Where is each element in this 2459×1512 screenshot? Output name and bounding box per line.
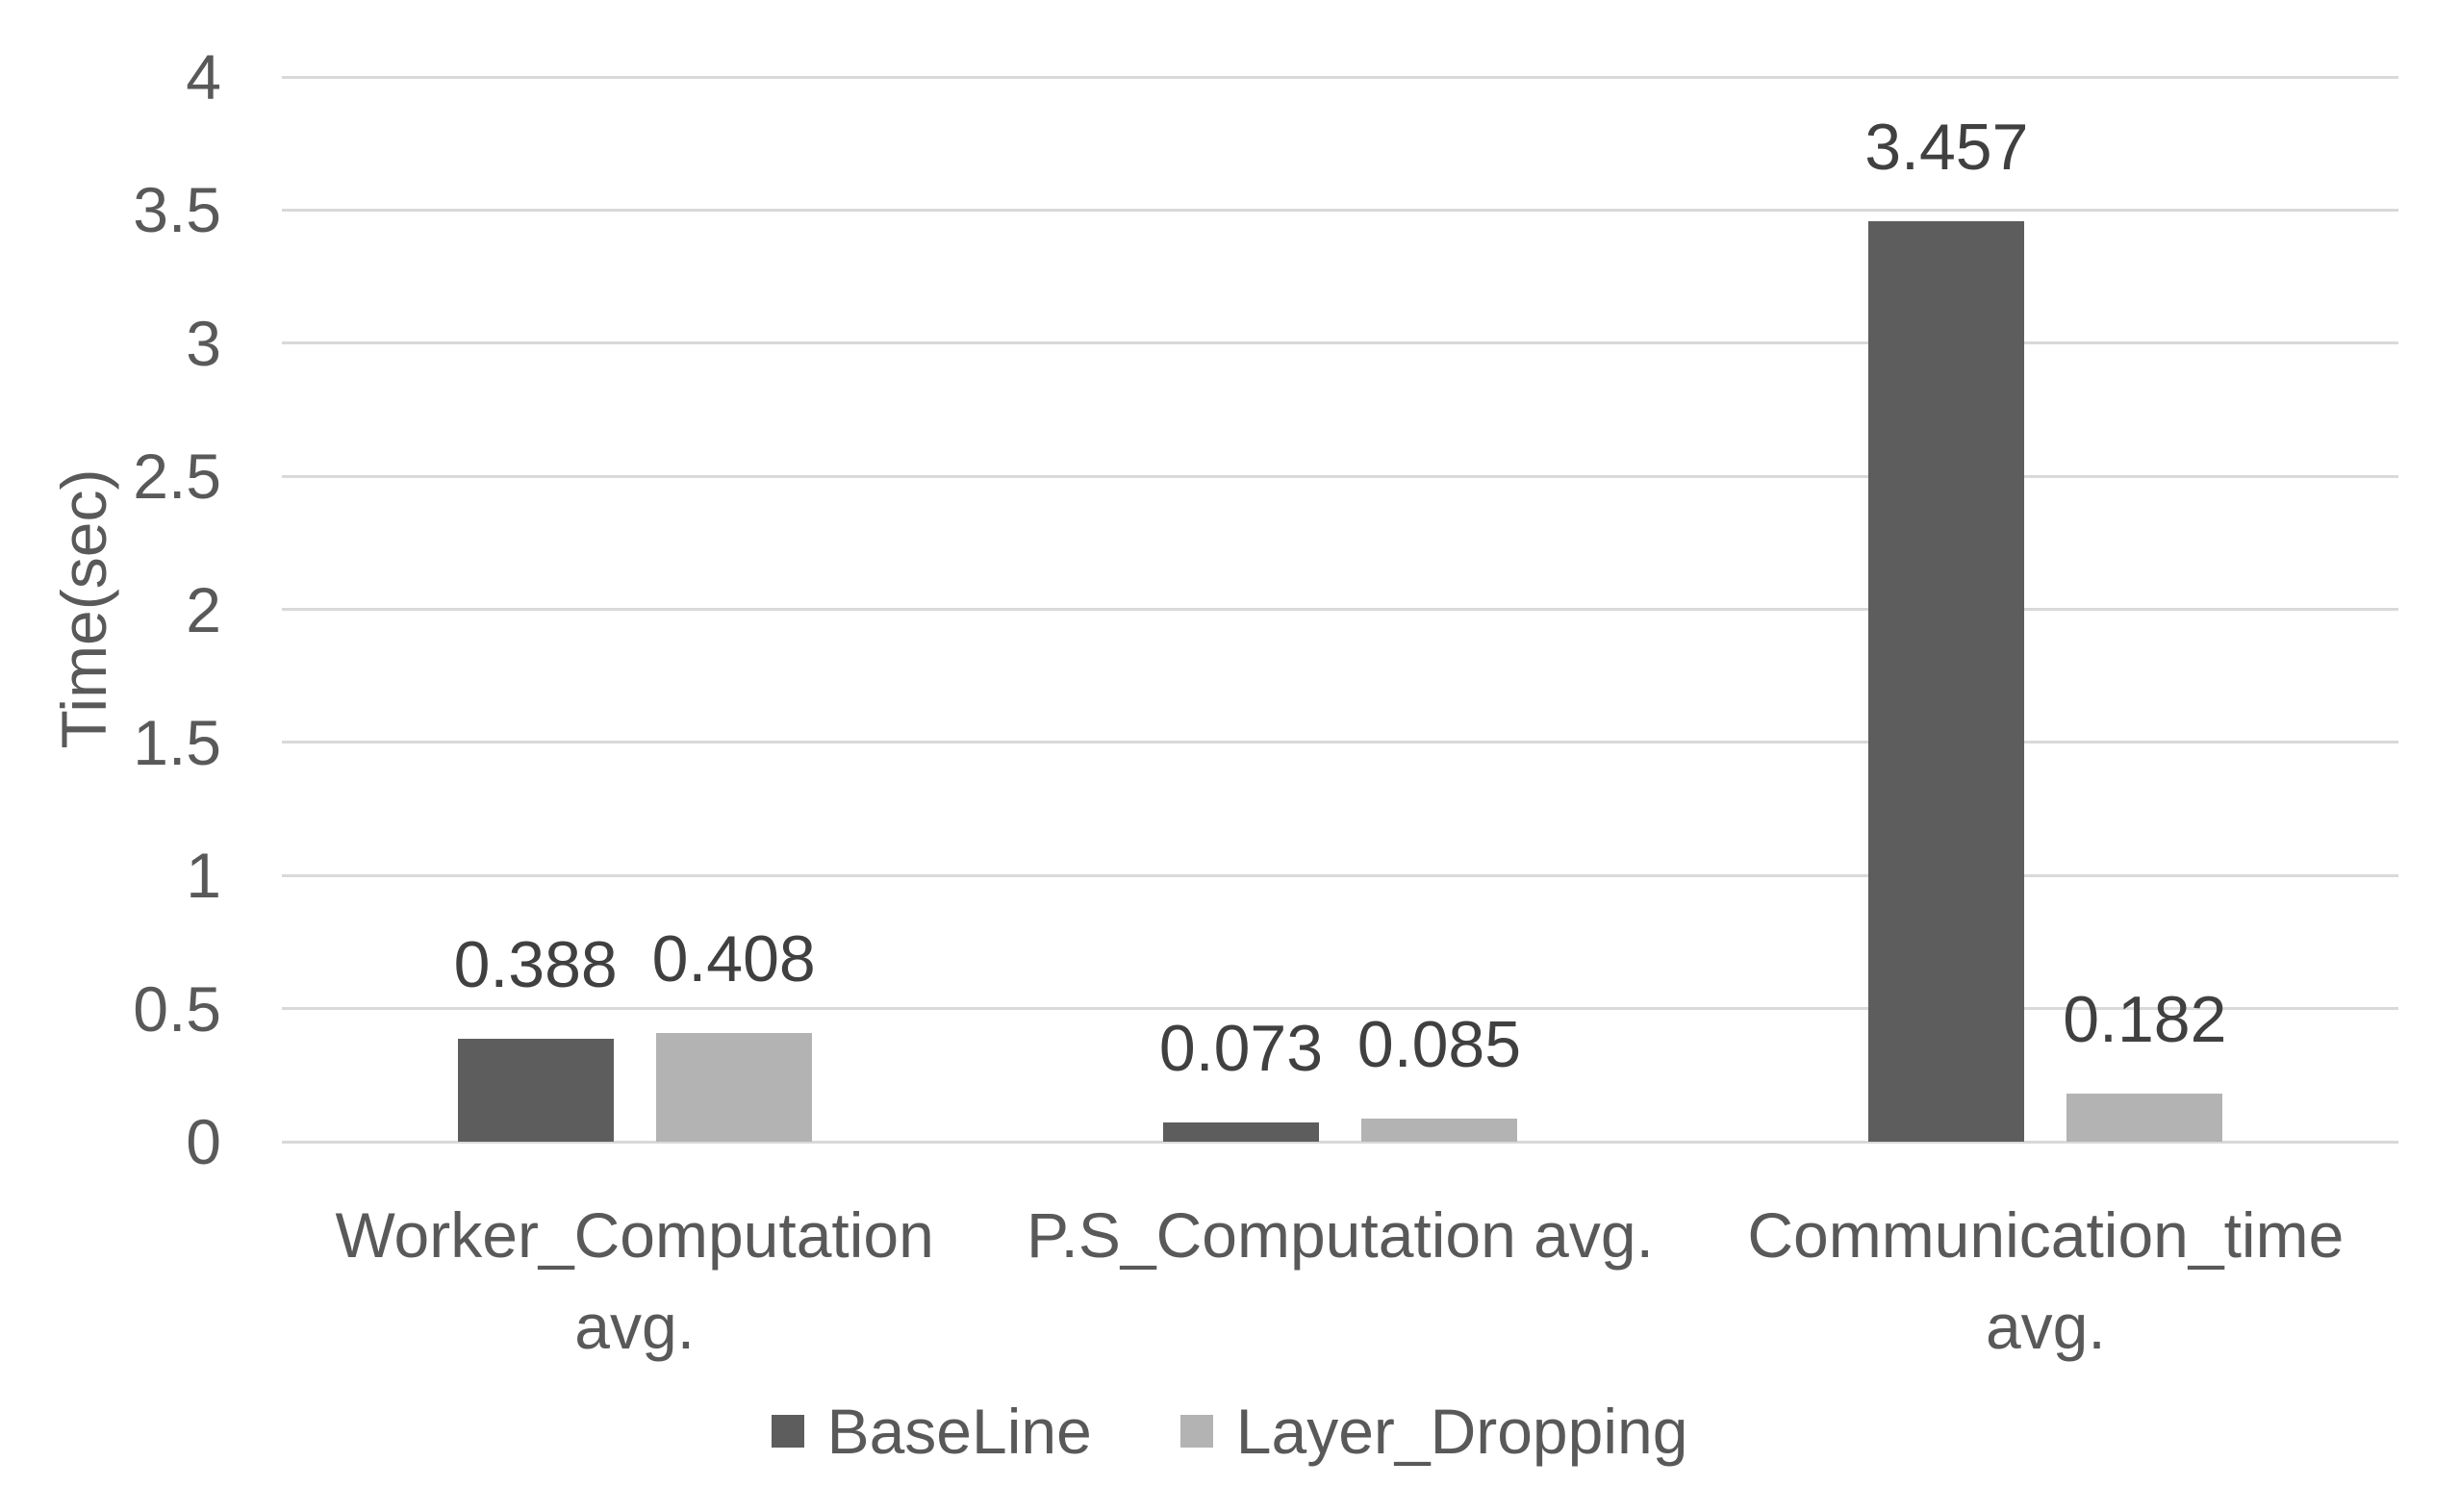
x-category-label-2-line-0: Communication_time [1747,1199,2345,1271]
y-tick-label-1: 1 [186,840,221,912]
bar-value-label-Layer_Dropping-category-2: 0.182 [2063,982,2227,1056]
plot-area: 0.388 0.408 0.073 0.085 3.457 0.182 [282,75,2398,1144]
legend-swatch-BaseLine [771,1415,804,1448]
bar-value-label-BaseLine-category-1: 0.073 [1158,1011,1324,1085]
bar-value-label-BaseLine-category-0: 0.388 [453,927,618,1001]
bar-BaseLine-category-0 [457,1038,614,1142]
bar-BaseLine-category-1 [1163,1121,1319,1142]
bar-value-label-Layer_Dropping-category-0: 0.408 [651,922,816,996]
gridline-y-3 [282,341,2398,345]
bar-value-label-BaseLine-category-2: 3.457 [1864,111,2029,185]
gridline-y-0 [282,1140,2398,1144]
bar-value-label-Layer_Dropping-category-1: 0.085 [1356,1008,1522,1082]
y-tick-label-2: 2 [186,573,221,645]
y-tick-label-4: 4 [186,41,221,113]
y-tick-label-0.5: 0.5 [133,972,221,1045]
y-tick-label-2.5: 2.5 [133,441,221,513]
legend-label-BaseLine: BaseLine [826,1396,1092,1467]
gridline-y-2 [282,608,2398,611]
bar-BaseLine-category-2 [1868,221,2025,1142]
y-tick-label-3: 3 [186,307,221,379]
gridline-y-0.5 [282,1007,2398,1011]
x-category-label-0-line-0: Worker_Computation [335,1199,934,1271]
legend-label-Layer_Dropping: Layer_Dropping [1235,1396,1688,1467]
gridline-y-4 [282,75,2398,79]
legend: BaseLine Layer_Dropping [0,1393,2459,1470]
x-category-label-1-line-0: P.S_Computation avg. [1027,1199,1654,1271]
bar-Layer_Dropping-category-0 [655,1033,812,1142]
gridline-y-1.5 [282,741,2398,744]
y-tick-label-0: 0 [186,1106,221,1177]
gridline-y-1 [282,873,2398,877]
x-category-label-0-line-1: avg. [574,1291,696,1362]
y-tick-label-3.5: 3.5 [133,174,221,246]
bar-Layer_Dropping-category-2 [2066,1093,2223,1142]
gridline-y-2.5 [282,474,2398,478]
legend-swatch-Layer_Dropping [1179,1415,1213,1448]
y-tick-label-1.5: 1.5 [133,706,221,778]
legend-item-Layer_Dropping: Layer_Dropping [1179,1393,1688,1470]
x-category-label-2-line-1: avg. [1985,1291,2106,1362]
gridline-y-3.5 [282,208,2398,212]
legend-item-BaseLine: BaseLine [771,1393,1092,1470]
bar-Layer_Dropping-category-1 [1361,1119,1517,1142]
